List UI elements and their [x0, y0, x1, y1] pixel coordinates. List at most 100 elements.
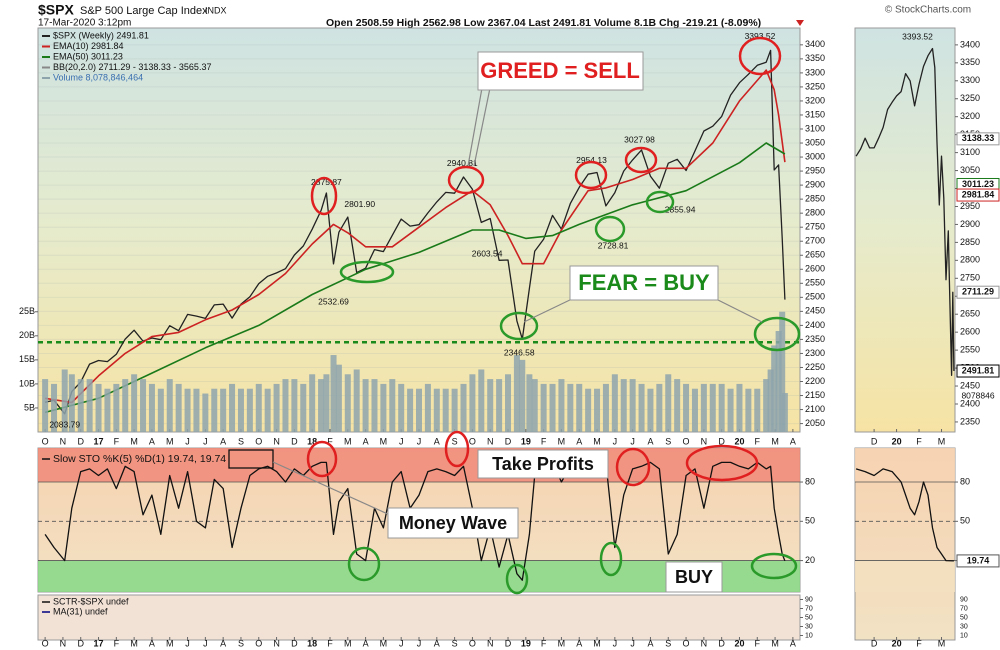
value-box-label: 3138.33 — [962, 133, 995, 143]
volume-bar — [745, 388, 752, 432]
x-tick-label: M — [558, 436, 566, 446]
x-tick-label: N — [701, 436, 708, 446]
volume-bar — [611, 374, 618, 432]
green-circles — [339, 190, 801, 595]
y-tick-label: 2650 — [805, 250, 825, 260]
legend-label: BB(20,2.0) 2711.29 - 3138.33 - 3565.37 — [53, 62, 211, 72]
y2-tick-label: 20B — [19, 330, 35, 340]
volume-bar — [95, 383, 102, 432]
pointer — [272, 461, 391, 516]
x-tick-label: D — [718, 436, 725, 446]
volume-bar — [335, 364, 342, 432]
volume-bar — [424, 383, 431, 432]
volume-bar — [781, 393, 788, 432]
value-box-label: 2491.81 — [962, 365, 995, 375]
y-tick-label: 3050 — [960, 165, 980, 175]
value-box — [956, 364, 1000, 378]
volume-bar — [576, 383, 583, 432]
volume-bar — [344, 374, 351, 432]
volume-bar — [540, 383, 547, 432]
x-tick-label: A — [790, 638, 796, 648]
y-tick-label: 3100 — [960, 147, 980, 157]
date: 17-Mar-2020 3:12pm — [38, 18, 131, 29]
volume-bar — [594, 388, 601, 432]
y-tick-label: 2450 — [805, 306, 825, 316]
x-tick-label: M — [130, 638, 138, 648]
circle — [499, 311, 539, 341]
volume-bar — [264, 388, 271, 432]
value-annotation: 3393.52 — [745, 31, 776, 41]
y-tick-label: 2850 — [960, 237, 980, 247]
x-tick-label: 18 — [307, 638, 317, 648]
volume-bar — [389, 379, 396, 432]
y-tick-label: 2300 — [805, 348, 825, 358]
volume-bar — [567, 383, 574, 432]
circle — [645, 190, 675, 214]
volume-bar — [380, 383, 387, 432]
series-line — [855, 47, 955, 376]
volume-bar — [148, 383, 155, 432]
circle — [505, 563, 529, 595]
value-annotation: 2083.79 — [49, 419, 80, 429]
y-tick-label: 2750 — [960, 273, 980, 283]
sctr-panel — [37, 594, 801, 641]
volume-bar — [113, 383, 120, 432]
y-tick-label: 90 — [960, 596, 968, 603]
y2-tick-label: 10B — [19, 378, 35, 388]
circle — [615, 447, 651, 487]
x-tick-label: N — [487, 638, 494, 648]
x-tick-label: F — [114, 638, 120, 648]
highlight-box — [228, 449, 274, 469]
x-tick-label: A — [576, 436, 582, 446]
x-tick-label: F — [541, 436, 547, 446]
x-tick-label: O — [255, 436, 262, 446]
y-tick-label: 3250 — [960, 93, 980, 103]
x-tick-label: J — [630, 638, 635, 648]
y-tick-label: 10 — [960, 632, 968, 639]
callout-take-profits: Take Profits — [492, 454, 594, 474]
volume-bar — [754, 388, 761, 432]
volume-bar — [531, 379, 538, 432]
x-tick-label: 19 — [521, 436, 531, 446]
callout-box — [665, 561, 723, 593]
y-tick-label: 2400 — [960, 398, 980, 408]
y-tick-label: 2450 — [960, 380, 980, 390]
x-tick-label: M — [771, 436, 779, 446]
series-line — [44, 49, 786, 415]
volume-bar — [487, 379, 494, 432]
value-box — [956, 132, 1000, 146]
x-tick-label: M — [593, 436, 601, 446]
volume-bar — [674, 379, 681, 432]
x-tick-label: M — [130, 436, 138, 446]
band — [855, 560, 955, 592]
y-tick-label: 2900 — [805, 179, 825, 189]
x-tick-label: A — [220, 638, 226, 648]
y-tick-label: 3100 — [805, 123, 825, 133]
volume-bar — [202, 393, 209, 432]
value-annotation: 3027.98 — [624, 134, 655, 144]
down-arrow — [796, 20, 804, 26]
y-tick-label: 2400 — [805, 320, 825, 330]
y-tick-label: 3350 — [805, 53, 825, 63]
value-annotation: 2728.81 — [598, 240, 629, 250]
volume-bar — [309, 374, 316, 432]
volume-bar — [122, 379, 129, 432]
callout-box — [477, 449, 609, 479]
band — [855, 448, 955, 483]
y-tick-label: 80 — [960, 476, 970, 486]
x-tick-label: A — [149, 436, 155, 446]
pointer — [523, 297, 575, 323]
x-tick-label: N — [60, 638, 67, 648]
volume-bar — [323, 374, 330, 432]
y-tick-label: 2200 — [805, 376, 825, 386]
x-tick-label: M — [166, 638, 174, 648]
circle — [750, 552, 798, 580]
legend-label: EMA(10) 2981.84 — [53, 41, 124, 51]
y-tick-label: 50 — [960, 614, 968, 621]
volume-bar — [140, 379, 147, 432]
volume-bar — [585, 388, 592, 432]
x-tick-label: J — [630, 436, 635, 446]
y-tick-label: 2800 — [805, 208, 825, 218]
series-line — [44, 142, 786, 414]
